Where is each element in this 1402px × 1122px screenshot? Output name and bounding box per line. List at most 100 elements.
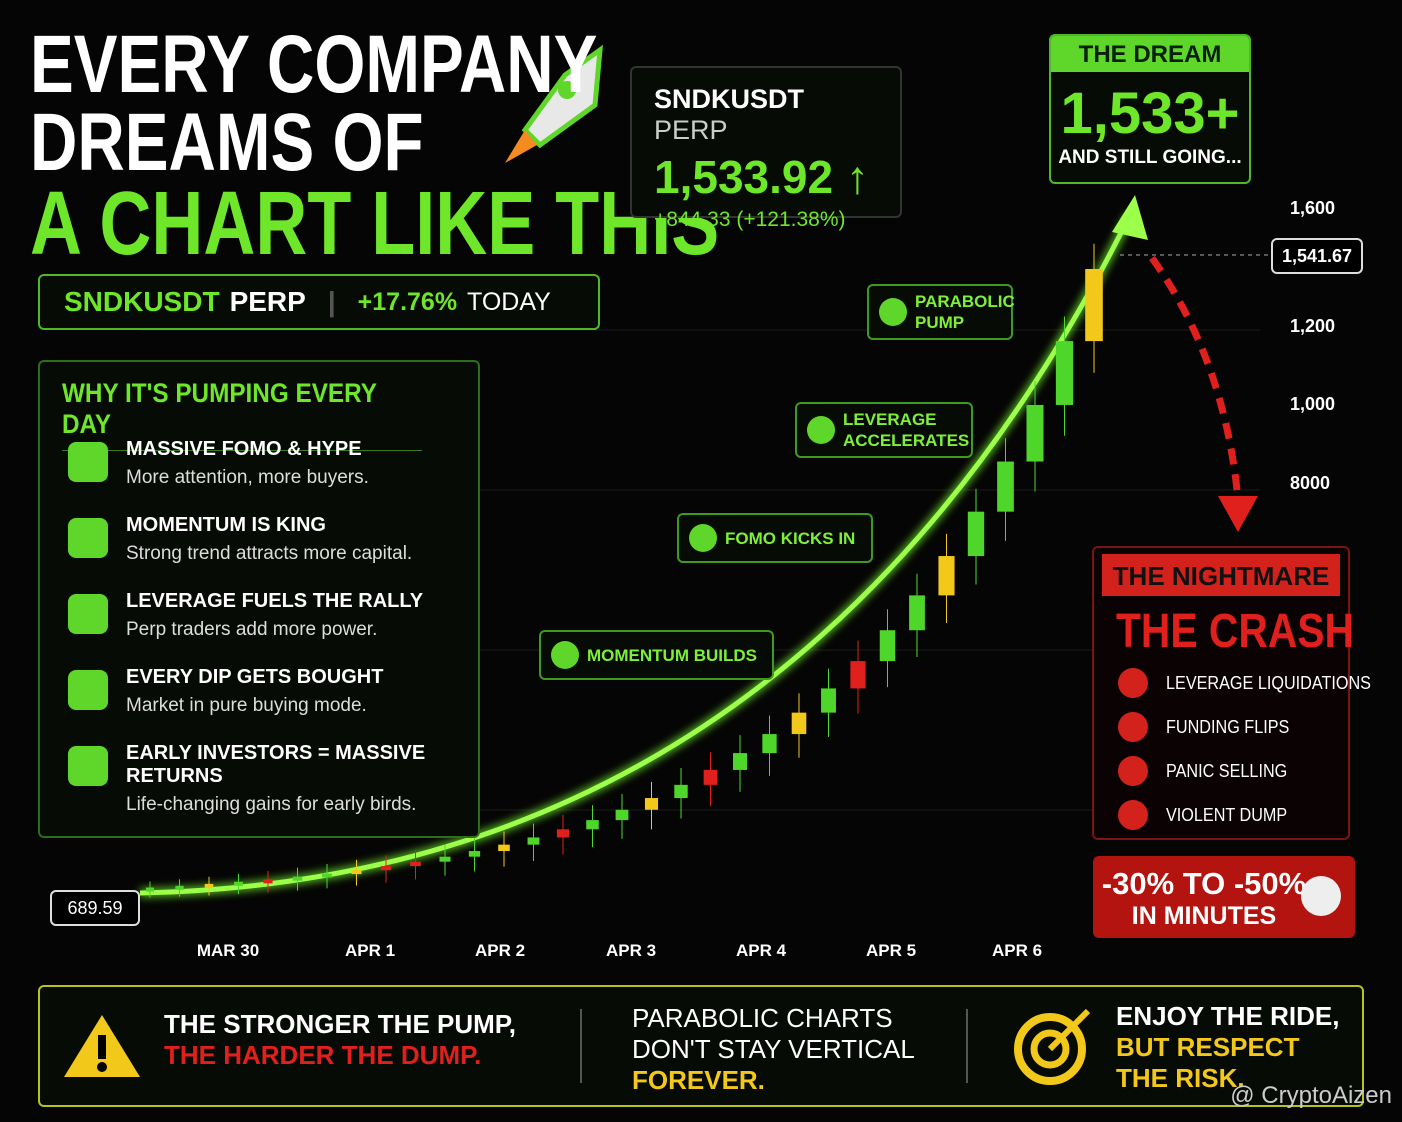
date-label: APR 5 — [865, 941, 917, 960]
candle — [234, 881, 243, 886]
dream-box: THE DREAM 1,533+ AND STILL GOING... — [1049, 34, 1251, 184]
footer-line: THE HARDER THE DUMP. — [164, 1040, 482, 1070]
candle — [468, 851, 481, 857]
title-line: EVERY COMPANY — [30, 19, 598, 110]
footer-line: BUT RESPECT — [1116, 1032, 1300, 1062]
candle — [263, 879, 273, 884]
reason-text: Perp traders add more power. — [126, 619, 378, 640]
nightmare-panel: THE NIGHTMARE THE CRASH LEVERAGE LIQUIDA… — [1092, 546, 1371, 840]
reason-text: Market in pure buying mode. — [126, 695, 367, 716]
candle — [997, 461, 1014, 512]
nightmare-item: PANIC SELLING — [1166, 761, 1288, 781]
candle — [879, 630, 896, 662]
dream-note: AND STILL GOING... — [1058, 147, 1242, 168]
outcome: -30% TO -50% — [1101, 866, 1307, 901]
footer-line: FOREVER. — [632, 1065, 765, 1095]
annotation: MOMENTUM BUILDS — [539, 630, 774, 680]
annotation: LEVERAGE ACCELERATES — [795, 402, 973, 458]
footer-line: DON'T STAY VERTICAL — [632, 1034, 915, 1064]
reason: EARLY INVESTORS = MASSIVE RETURNS Life-ch… — [126, 742, 466, 816]
y-label: 1,000 — [1290, 394, 1336, 414]
footer: THE STRONGER THE PUMP, THE HARDER THE DUM… — [38, 985, 1364, 1107]
candle — [527, 837, 540, 845]
current-price: 1,541.67 — [1271, 238, 1363, 274]
candle — [791, 712, 807, 735]
footer-line: THE STRONGER THE PUMP, — [164, 1009, 517, 1039]
candle — [380, 866, 392, 871]
outcome-box: -30% TO -50% IN MINUTES — [1093, 856, 1355, 938]
candle — [644, 798, 659, 810]
date-label: APR 2 — [474, 941, 526, 960]
warning-icon — [64, 1015, 140, 1077]
reason-text: Strong trend attracts more capital. — [126, 543, 413, 564]
nightmare-icon — [1118, 668, 1148, 698]
date-label: APR 6 — [991, 941, 1043, 960]
candle — [615, 809, 629, 821]
dream-label: THE DREAM — [1051, 36, 1249, 72]
candle — [1085, 269, 1103, 342]
symbol: SNDKUSDT — [654, 84, 805, 114]
date-label: APR 1 — [344, 941, 396, 960]
reason-text: More attention, more buyers. — [126, 467, 369, 488]
candle — [909, 595, 925, 631]
candle — [674, 784, 688, 799]
outcome: IN MINUTES — [1131, 902, 1277, 930]
y-label: 8000 — [1290, 473, 1331, 493]
candle — [439, 856, 451, 862]
y-label: 1,200 — [1290, 316, 1336, 336]
crash-head — [1218, 496, 1258, 532]
candle — [175, 885, 184, 890]
nightmare-item: VIOLENT DUMP — [1166, 805, 1288, 825]
title-line: A CHART LIKE THIS — [30, 174, 720, 274]
reason-title: EARLY INVESTORS = MASSIVE RETURNS — [126, 742, 426, 787]
candle — [146, 887, 154, 892]
reason-title: MASSIVE FOMO & HYPE — [126, 438, 362, 460]
nightmare-item: FUNDING FLIPS — [1166, 717, 1290, 737]
candle — [351, 870, 362, 875]
reason-icon — [68, 442, 108, 482]
candle — [204, 883, 214, 888]
candle — [850, 661, 866, 689]
annotation-text: FOMO KICKS IN — [725, 528, 856, 548]
candle — [322, 873, 332, 878]
candle — [762, 734, 777, 754]
price: 1,533.92 — [654, 151, 834, 203]
reason-icon — [68, 518, 108, 558]
reason: MOMENTUM IS KING Strong trend attracts mo… — [126, 514, 466, 565]
nightmare-label: THE NIGHTMARE — [1102, 554, 1340, 596]
nightmare-icon — [1118, 756, 1148, 786]
reason: EVERY DIP GETS BOUGHT Market in pure buyi… — [126, 666, 466, 717]
symbol: SNDKUSDT — [64, 286, 220, 317]
reason-icon — [68, 594, 108, 634]
change: +844.33 (+121.38%) — [654, 208, 846, 231]
reason-title: LEVERAGE FUELS THE RALLY — [126, 590, 424, 612]
watermark: @ CryptoAizen — [1230, 1082, 1392, 1109]
reason: MASSIVE FOMO & HYPE More attention, more … — [126, 438, 466, 489]
candle — [938, 556, 955, 596]
title: EVERY COMPANY DREAMS OF A CHART LIKE THI… — [30, 19, 892, 274]
nightmare-item: LEVERAGE LIQUIDATIONS — [1166, 673, 1371, 693]
suffix: PERP — [654, 115, 728, 145]
change: +17.76% — [357, 287, 458, 316]
date-label: APR 3 — [605, 941, 657, 960]
reason-title: MOMENTUM IS KING — [126, 514, 326, 536]
ticker-bar: SNDKUSDT PERP | +17.76% TODAY — [38, 274, 600, 330]
start-price: 689.59 — [50, 890, 140, 926]
candle — [733, 753, 747, 770]
y-label: 1,600 — [1290, 198, 1336, 218]
footer-line: PARABOLIC CHARTS — [632, 1003, 893, 1033]
title-line: DREAMS OF — [30, 97, 424, 188]
candle — [1026, 404, 1044, 462]
reasons-heading: WHY IT'S PUMPING EVERY DAY — [62, 378, 422, 451]
reason-title: EVERY DIP GETS BOUGHT — [126, 666, 384, 688]
rocket — [505, 44, 603, 163]
reason-icon — [68, 670, 108, 710]
candle — [967, 511, 985, 557]
date-label: APR 4 — [735, 941, 787, 960]
annotation: PARABOLIC PUMP — [867, 284, 1015, 340]
annotation: FOMO KICKS IN — [677, 513, 873, 563]
price-box: SNDKUSDT PERP 1,533.92 ↑ +844.33 (+121.3… — [630, 66, 902, 231]
candle — [821, 688, 836, 713]
